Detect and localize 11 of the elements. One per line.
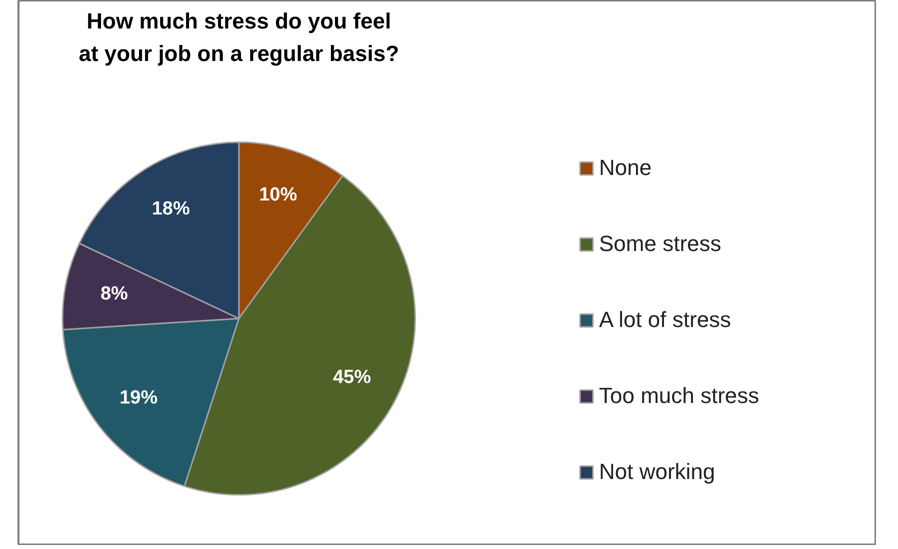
legend-label: None bbox=[599, 155, 652, 181]
data-label: 8% bbox=[100, 284, 128, 305]
chart-title: How much stress do you feel at your job on a regular basis? bbox=[78, 8, 400, 66]
legend-label: A lot of stress bbox=[599, 307, 732, 333]
legend-label: Not working bbox=[599, 459, 716, 485]
legend-label: Too much stress bbox=[599, 383, 760, 409]
data-label: 19% bbox=[120, 387, 158, 408]
data-label: 10% bbox=[259, 184, 298, 206]
data-label: 18% bbox=[152, 198, 190, 220]
data-label: 45% bbox=[332, 366, 372, 388]
legend-label: Some stress bbox=[599, 231, 722, 257]
